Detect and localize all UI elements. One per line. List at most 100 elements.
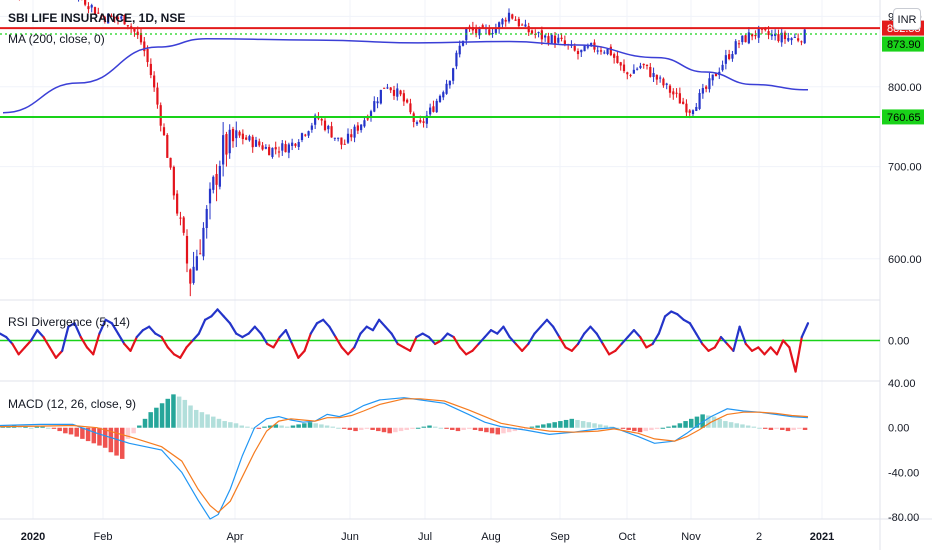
rsi-segment: [259, 332, 269, 346]
macd-histogram-bar: [80, 427, 85, 439]
rsi-segment: [552, 325, 561, 339]
candle: [291, 138, 294, 151]
macd-tick-label: -40.00: [888, 467, 919, 479]
candle: [432, 100, 435, 113]
time-tick-label: Jul: [418, 531, 432, 543]
candle: [222, 122, 225, 177]
macd-histogram-bar: [495, 427, 501, 435]
rsi-segment: [241, 332, 250, 339]
rsi-segment: [769, 346, 779, 356]
rsi-segment: [73, 322, 82, 339]
candle: [455, 50, 458, 70]
candle: [162, 123, 166, 137]
macd-histogram-bar: [745, 425, 751, 428]
macd-histogram-bar: [791, 427, 796, 430]
rsi-segment: [328, 325, 337, 339]
candle: [337, 137, 340, 142]
macd-histogram-bar: [711, 416, 717, 428]
macd-histogram-bar: [381, 427, 387, 433]
macd-histogram-bar: [165, 398, 171, 428]
macd-histogram-bar: [774, 427, 779, 429]
macd-histogram-bar: [410, 427, 415, 429]
svg-text:873.90: 873.90: [887, 39, 921, 51]
rsi-segment: [502, 325, 511, 339]
candle: [751, 33, 754, 41]
candle: [113, 16, 116, 23]
rsi-legend-label[interactable]: RSI Divergence (5, 14): [8, 315, 130, 329]
macd-pane[interactable]: [0, 394, 809, 520]
rsi-segment: [48, 346, 58, 359]
macd-histogram-bar: [34, 426, 40, 428]
rsi-segment: [42, 335, 51, 349]
macd-histogram-bar: [347, 427, 353, 430]
macd-histogram-bar: [119, 427, 125, 459]
rsi-segment: [297, 349, 306, 359]
macd-histogram-bar: [245, 426, 250, 428]
rsi-segment: [614, 342, 623, 352]
rsi-segment: [11, 342, 20, 356]
rsi-segment: [763, 346, 772, 356]
candle: [93, 6, 97, 15]
rsi-segment: [427, 335, 437, 346]
time-axis[interactable]: 2020 Feb Apr Jun Jul Aug Sep Oct Nov 2 2021: [21, 531, 834, 543]
macd-tick-label: 40.00: [888, 378, 916, 390]
candle: [248, 134, 251, 142]
rsi-segment: [334, 335, 343, 349]
macd-histogram-bar: [484, 427, 489, 433]
candle: [682, 97, 685, 105]
rsi-segment: [210, 308, 219, 318]
macd-histogram-bar: [432, 426, 438, 428]
rsi-segment: [284, 329, 294, 346]
macd-histogram-bar: [751, 426, 757, 428]
rsi-segment: [564, 346, 573, 352]
candle: [287, 142, 290, 159]
candle: [708, 72, 711, 93]
time-tick-label: Apr: [226, 531, 243, 543]
candle: [770, 29, 773, 40]
candle: [639, 62, 642, 70]
price-tag-dotted-level: 873.90: [882, 36, 924, 52]
rsi-segment: [782, 339, 791, 349]
rsi-segment: [340, 346, 350, 356]
rsi-segment: [54, 349, 64, 359]
currency-button[interactable]: INR: [893, 8, 921, 30]
candle: [672, 88, 675, 100]
candle: [721, 60, 724, 72]
rsi-segment: [651, 332, 660, 346]
candle: [271, 147, 274, 159]
macd-histogram-bar: [364, 427, 370, 429]
rsi-segment: [701, 342, 710, 352]
macd-legend-label[interactable]: MACD (12, 26, close, 9): [8, 397, 136, 411]
candle: [386, 83, 389, 90]
macd-histogram-bar: [68, 427, 74, 435]
candle: [231, 126, 235, 148]
macd-histogram-bar: [575, 419, 580, 428]
rsi-segment: [123, 342, 132, 352]
candle: [429, 103, 432, 118]
rsi-segment: [228, 322, 238, 335]
rsi-segment: [695, 332, 704, 346]
candle: [402, 89, 405, 106]
price-tick-label: 600.00: [888, 254, 922, 266]
time-tick-label: 2021: [810, 531, 834, 543]
macd-histogram-bar: [330, 426, 336, 428]
rsi-segment: [558, 335, 567, 349]
candle: [461, 40, 465, 47]
candle: [340, 137, 343, 150]
ma-legend-label[interactable]: MA (200, close, 0): [8, 32, 105, 46]
rsi-segment: [632, 329, 642, 339]
price-pane[interactable]: [0, 0, 880, 297]
candle: [189, 268, 192, 297]
candle: [645, 64, 649, 70]
price-axis[interactable]: 900.00800.00700.00600.000.0040.000.00-40…: [888, 11, 922, 523]
chart-title: SBI LIFE INSURANCE, 1D, NSE: [8, 11, 185, 25]
rsi-segment: [346, 346, 356, 356]
macd-histogram-bar: [171, 394, 176, 428]
rsi-divergence-pane[interactable]: [0, 308, 880, 373]
candle: [741, 35, 744, 45]
candle: [504, 17, 507, 27]
macd-histogram-bar: [723, 421, 728, 428]
candle: [511, 13, 514, 20]
candle: [208, 182, 212, 220]
